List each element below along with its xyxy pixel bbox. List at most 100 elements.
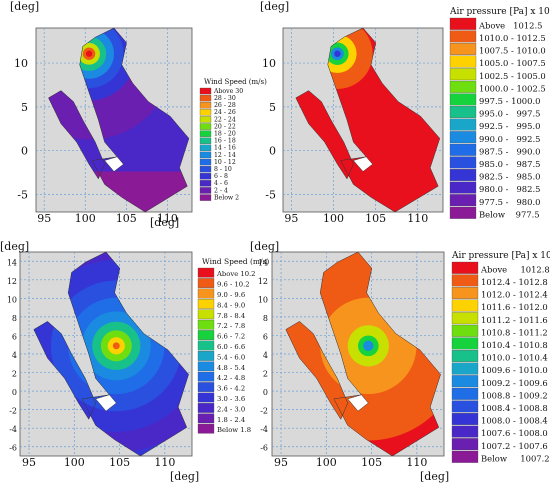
legend-label: 3.6 - 4.2 (217, 385, 245, 393)
legend-swatch (197, 392, 215, 403)
legend-label: 4.2 - 4.8 (217, 374, 245, 382)
legend-swatch (451, 350, 479, 362)
legend-label: 1012.4 - 1012.8 (481, 277, 548, 287)
x-tick-label: 100 (64, 456, 85, 469)
legend-swatch (451, 299, 479, 312)
legend-swatch (451, 450, 479, 463)
y-tick-label: 0 (263, 388, 268, 397)
legend-swatch (449, 169, 477, 181)
legend-swatch (449, 93, 477, 106)
coastline (327, 27, 441, 213)
legend-swatch (197, 340, 215, 351)
legend-label: 3.0 - 3.6 (217, 395, 245, 403)
x-axis-unit-label: [deg] (170, 470, 200, 483)
legend-swatch (451, 438, 479, 451)
legend-label: 1005.0 - 1007.5 (479, 58, 546, 68)
legend-label: 1.8 - 2.4 (217, 416, 245, 424)
legend-swatch (197, 351, 215, 361)
legend-swatch (197, 330, 215, 340)
y-tick-label: -6 (260, 444, 268, 453)
legend-swatch (199, 165, 212, 173)
legend-swatch (449, 55, 477, 68)
y-tick-label: 5 (269, 101, 276, 114)
y-tick-label: 5 (21, 101, 28, 114)
legend-swatch (199, 87, 212, 95)
legend-label: 1002.5 - 1005.0 (479, 71, 546, 81)
legend-label: 9.0 - 9.6 (217, 291, 245, 299)
legend-swatch (451, 312, 479, 325)
legend-label: 18 - 20 (214, 131, 236, 138)
x-tick-label: 95 (274, 456, 288, 469)
legend-label: Below 1.8 (217, 426, 251, 434)
x-tick-label: 95 (22, 456, 36, 469)
y-tick-label: -4 (9, 425, 17, 434)
legend-title: Wind Speed (m/s) (204, 78, 267, 86)
y-tick-label: -2 (9, 407, 17, 416)
legend: Air pressure [Pa] x 102Above 1012.51010.… (449, 6, 550, 219)
y-tick-label: -5 (265, 188, 276, 201)
legend-swatch (449, 206, 477, 219)
legend-swatch (449, 43, 477, 55)
x-tick-label: 110 (407, 212, 428, 225)
island (104, 156, 124, 172)
coastline (67, 251, 189, 457)
legend-swatch (451, 337, 479, 350)
legend-swatch (197, 361, 215, 372)
legend-swatch (451, 261, 479, 274)
y-tick-label: 4 (12, 351, 17, 360)
legend-label: 1007.6 - 1008.0 (481, 428, 548, 438)
legend-label: 8.4 - 9.0 (217, 301, 245, 309)
legend-swatch (451, 362, 479, 375)
legend-label: 5.4 - 6.0 (217, 353, 245, 361)
x-tick-label: 100 (75, 212, 96, 225)
island (95, 394, 117, 412)
legend-swatch (451, 375, 479, 388)
x-tick-label: 105 (109, 456, 130, 469)
y-tick-label: 0 (21, 145, 28, 158)
y-tick-label: 6 (12, 332, 17, 341)
legend-label: 990.0 - 992.5 (479, 134, 540, 144)
legend-title: Wind Speed (m/s) (202, 257, 269, 266)
y-tick-label: 8 (12, 314, 17, 323)
y-axis-unit-label: [deg] (260, 0, 290, 13)
legend-swatch (451, 387, 479, 400)
legend-label: 1000.0 - 1002.5 (479, 83, 546, 93)
x-tick-label: 100 (316, 456, 337, 469)
legend-swatch (197, 309, 215, 320)
legend-swatch (199, 173, 212, 180)
legend-label: 8 - 10 (214, 166, 232, 173)
legend-label: 26 - 28 (214, 102, 236, 109)
legend-swatch (199, 102, 212, 109)
island (352, 156, 373, 172)
legend-label: 14 - 16 (214, 145, 236, 152)
coastline (48, 90, 105, 180)
legend-label: 1008.4 - 1008.8 (481, 403, 548, 413)
legend-label: 2.4 - 3.0 (217, 405, 245, 413)
y-tick-label: 12 (7, 277, 17, 286)
legend-label: 1008.8 - 1009.2 (481, 390, 548, 400)
legend-label: 6.6 - 7.2 (217, 333, 245, 341)
y-axis-unit-label: [deg] (0, 240, 30, 253)
legend-label: 985.0 - 987.5 (479, 159, 540, 169)
legend-label: 1008.0 - 1008.4 (481, 416, 548, 426)
legend: Air pressure [Pa] x 102 Above 1012.8 1012.… (451, 251, 550, 463)
legend-swatch (449, 181, 477, 194)
legend-label: 977.5 - 980.0 (479, 197, 540, 207)
legend-label: 1007.5 - 1010.0 (479, 46, 546, 56)
legend-label: 1010.0 - 1010.4 (481, 353, 548, 363)
legend-swatch (197, 267, 215, 278)
legend-label: 28 - 30 (214, 95, 236, 102)
y-tick-label: 14 (258, 258, 268, 267)
legend-swatch (199, 130, 212, 137)
legend-label: 1011.6 - 1012.0 (481, 302, 548, 312)
legend-label: 1010.4 - 1010.8 (481, 340, 548, 350)
legend-label: 20 - 22 (214, 123, 236, 130)
legend-swatch (199, 109, 212, 116)
y-tick-label: 10 (262, 57, 276, 70)
coastline (285, 321, 348, 420)
legend-label: 12 - 14 (214, 152, 236, 159)
legend-label: 982.5 - 985.0 (479, 172, 540, 182)
